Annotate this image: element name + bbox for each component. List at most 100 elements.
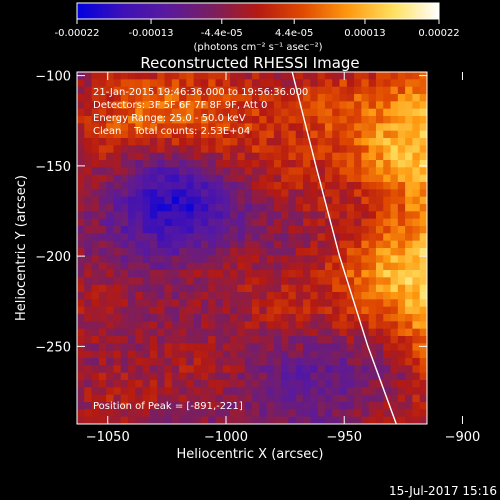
heatmap-cell <box>164 292 173 300</box>
heatmap-cell <box>193 86 202 95</box>
heatmap-cell <box>171 321 180 330</box>
heatmap-cell <box>142 277 151 286</box>
heatmap-cell <box>383 233 391 242</box>
heatmap-cell <box>230 130 238 139</box>
heatmap-cell <box>157 226 165 234</box>
heatmap-cell <box>397 270 406 278</box>
heatmap-cell <box>186 101 195 110</box>
heatmap-cell <box>405 350 413 359</box>
heatmap-cell <box>84 358 92 366</box>
heatmap-cell <box>135 284 144 293</box>
heatmap-cell <box>288 174 297 183</box>
heatmap-cell <box>339 270 348 278</box>
heatmap-cell <box>273 372 282 381</box>
heatmap-cell <box>113 328 122 337</box>
heatmap-cell <box>135 182 144 190</box>
heatmap-cell <box>266 262 275 271</box>
heatmap-cell <box>310 167 319 176</box>
heatmap-cell <box>288 350 297 359</box>
heatmap-cell <box>266 167 275 176</box>
heatmap-cell <box>405 292 413 300</box>
heatmap-cell <box>208 270 216 278</box>
heatmap-cell <box>288 336 297 344</box>
heatmap-cell <box>142 174 151 183</box>
heatmap-cell <box>200 86 209 95</box>
heatmap-cell <box>128 292 136 300</box>
heatmap-cell <box>128 204 136 212</box>
heatmap-cell <box>361 108 370 117</box>
heatmap-cell <box>397 292 406 300</box>
heatmap-cell <box>98 86 107 95</box>
heatmap-cell <box>128 233 136 242</box>
heatmap-cell <box>120 130 129 139</box>
heatmap-cell <box>215 292 224 300</box>
heatmap-cell <box>171 108 180 117</box>
heatmap-cell <box>273 196 282 205</box>
heatmap-cell <box>84 116 92 124</box>
heatmap-cell <box>244 138 253 146</box>
heatmap-cell <box>128 255 136 264</box>
heatmap-cell <box>208 365 216 374</box>
heatmap-cell <box>288 394 297 403</box>
heatmap-cell <box>142 358 151 366</box>
heatmap-cell <box>244 79 253 88</box>
heatmap-cell <box>77 402 85 410</box>
heatmap-cell <box>98 211 107 220</box>
heatmap-cell <box>346 226 355 234</box>
heatmap-cell <box>106 138 114 146</box>
heatmap-cell <box>106 240 114 249</box>
heatmap-cell <box>339 306 348 315</box>
heatmap-cell <box>157 372 165 381</box>
heatmap-cell <box>332 94 340 102</box>
heatmap-cell <box>252 189 260 198</box>
heatmap-cell <box>354 394 362 403</box>
heatmap-cell <box>288 94 297 102</box>
heatmap-cell <box>186 409 195 418</box>
heatmap-cell <box>106 123 114 132</box>
heatmap-cell <box>91 409 100 418</box>
heatmap-cell <box>361 174 370 183</box>
heatmap-cell <box>397 79 406 88</box>
heatmap-cell <box>310 402 319 410</box>
heatmap-cell <box>237 211 246 220</box>
heatmap-cell <box>200 123 209 132</box>
heatmap-cell <box>120 394 129 403</box>
heatmap-cell <box>157 167 165 176</box>
heatmap-cell <box>412 72 421 80</box>
heatmap-cell <box>113 130 122 139</box>
heatmap-cell <box>128 79 136 88</box>
heatmap-cell <box>179 160 187 168</box>
heatmap-cell <box>91 145 100 154</box>
heatmap-cell <box>179 167 187 176</box>
heatmap-cell <box>113 336 122 344</box>
heatmap-cell <box>273 79 282 88</box>
heatmap-cell <box>208 380 216 388</box>
heatmap-cell <box>405 145 413 154</box>
heatmap-cell <box>186 372 195 381</box>
heatmap-cell <box>200 336 209 344</box>
heatmap-cell <box>390 174 399 183</box>
heatmap-cell <box>383 116 391 124</box>
heatmap-cell <box>346 160 355 168</box>
heatmap-cell <box>237 372 246 381</box>
heatmap-cell <box>295 372 304 381</box>
heatmap-cell <box>135 152 144 161</box>
heatmap-cell <box>179 314 187 322</box>
heatmap-cell <box>193 182 202 190</box>
heatmap-cell <box>354 116 362 124</box>
heatmap-cell <box>273 108 282 117</box>
heatmap-cell <box>288 79 297 88</box>
heatmap-cell <box>252 270 260 278</box>
heatmap-cell <box>91 72 100 80</box>
heatmap-cell <box>354 314 362 322</box>
heatmap-cell <box>281 233 289 242</box>
heatmap-cell <box>419 262 427 271</box>
heatmap-cell <box>419 387 427 396</box>
heatmap-cell <box>266 94 275 102</box>
heatmap-cell <box>77 314 85 322</box>
heatmap-cell <box>77 233 85 242</box>
heatmap-cell <box>244 145 253 154</box>
heatmap-cell <box>237 94 246 102</box>
heatmap-cell <box>179 79 187 88</box>
heatmap-cell <box>266 79 275 88</box>
